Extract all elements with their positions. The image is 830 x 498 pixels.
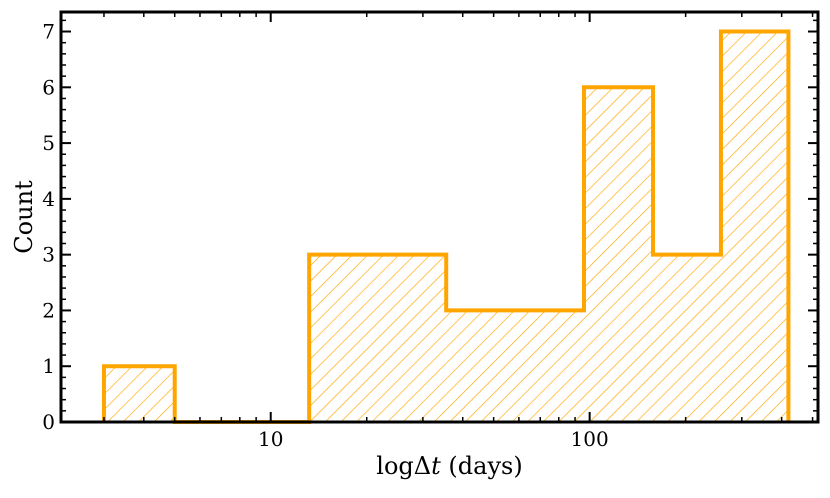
y-tick-label: 2: [42, 298, 55, 322]
x-tick-label: 10: [258, 427, 283, 451]
histogram-bar: [309, 254, 447, 422]
histogram-bar: [720, 31, 789, 423]
x-tick-label: 100: [571, 427, 609, 451]
y-tick-label: 7: [42, 20, 55, 44]
histogram-bar: [446, 310, 584, 422]
y-tick-label: 4: [42, 187, 55, 211]
y-tick-label: 3: [42, 243, 55, 267]
plot-frame: [59, 10, 820, 424]
histogram-outline: [101, 29, 791, 424]
histogram-bar: [103, 366, 175, 422]
histogram-bar: [583, 87, 654, 422]
y-tick-label: 5: [42, 131, 55, 155]
x-axis-label: logΔt (days): [376, 452, 522, 480]
bars-layer: [103, 31, 789, 423]
y-tick-label: 6: [42, 75, 55, 99]
y-tick-label: 0: [42, 410, 55, 434]
y-axis-label: Count: [10, 180, 38, 254]
histogram-bar: [653, 254, 721, 422]
y-tick-label: 1: [42, 354, 55, 378]
ticks-layer: 0 1 2 3 4 5 6 7 10 100: [42, 12, 818, 451]
